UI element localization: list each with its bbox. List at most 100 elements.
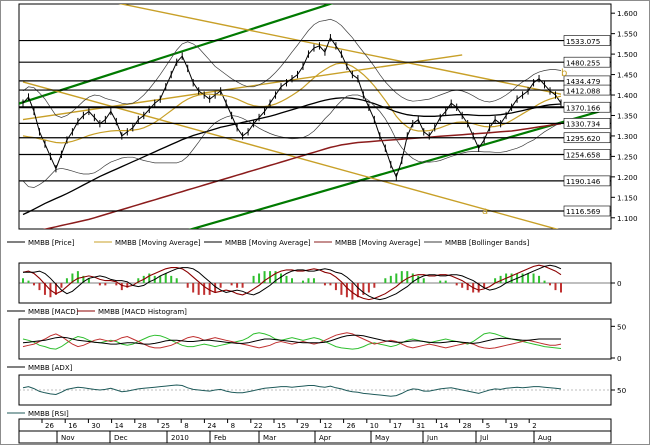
day-tick-label: 22 bbox=[254, 422, 263, 430]
level-label-box bbox=[563, 149, 611, 160]
level-label: 1116.569 bbox=[566, 207, 601, 216]
level-label-box bbox=[563, 205, 611, 217]
price-y-axis: 1.100 1.150 1.200 1.250 1.300 1.350 1.400 1.450… bbox=[611, 9, 638, 223]
rsi-y-label: 50 bbox=[617, 386, 627, 395]
y-tick-label: 1.450 bbox=[617, 71, 638, 80]
adx-y-label: 0 bbox=[617, 354, 622, 363]
channel-lines bbox=[19, 4, 600, 229]
y-tick-label: 1.400 bbox=[617, 91, 638, 100]
month-label: Feb bbox=[214, 434, 227, 442]
level-label: 1412.088 bbox=[566, 86, 601, 95]
day-tick-label: 28 bbox=[463, 422, 472, 430]
macd-plot: 0 bbox=[19, 264, 622, 301]
day-tick-label: 12 bbox=[323, 422, 332, 430]
month-label: Jun bbox=[426, 434, 438, 442]
day-tick-label: 8 bbox=[231, 422, 235, 430]
level-label-box bbox=[563, 132, 611, 144]
legend-bollinger: MMBB [Bollinger Bands] bbox=[445, 239, 529, 247]
green-channel-lower bbox=[188, 110, 600, 229]
legend-macd-histogram: MMBB [MACD Histogram] bbox=[98, 308, 187, 316]
macd-y-label: 0 bbox=[617, 279, 622, 288]
rsi-legend: MMBB [RSI] bbox=[7, 410, 69, 418]
macd-signal-line bbox=[23, 264, 562, 301]
annotation-a: a bbox=[482, 206, 488, 217]
level-label: 1370.166 bbox=[566, 103, 601, 112]
y-tick-label: 1.100 bbox=[617, 214, 638, 223]
price-panel[interactable] bbox=[18, 3, 612, 230]
day-tick-label: 25 bbox=[161, 422, 170, 430]
day-tick-label: 10 bbox=[370, 422, 379, 430]
day-tick-label: 19 bbox=[509, 422, 518, 430]
day-tick-label: 16 bbox=[68, 422, 77, 430]
day-tick-label: 31 bbox=[416, 422, 425, 430]
level-label: 1330.734 bbox=[566, 120, 601, 129]
y-tick-label: 1.600 bbox=[617, 9, 638, 18]
y-tick-label: 1.350 bbox=[617, 111, 638, 120]
level-label-box bbox=[563, 56, 611, 68]
adx-panel[interactable] bbox=[18, 318, 612, 360]
adx-line bbox=[22, 334, 561, 345]
y-tick-label: 1.250 bbox=[617, 152, 638, 161]
month-label: May bbox=[375, 434, 389, 442]
level-label: 1190.146 bbox=[566, 177, 601, 186]
ma-mid-line bbox=[22, 97, 562, 216]
legend-rsi: MMBB [RSI] bbox=[28, 410, 69, 418]
level-label: 1533.075 bbox=[566, 37, 600, 46]
y-tick-label: 1.500 bbox=[617, 50, 638, 59]
day-tick-label: 2 bbox=[532, 422, 536, 430]
month-label: Jul bbox=[479, 434, 489, 442]
time-axis-labels: 26 16 30 14 28 25 8 24 8 22 15 29 12 26 10 17 31 14 28 5 19 2… bbox=[41, 419, 552, 443]
bollinger-lower-line bbox=[22, 94, 562, 188]
month-label: Dec bbox=[114, 434, 128, 442]
legend-ma-mid: MMBB [Moving Average] bbox=[225, 239, 311, 247]
level-label-box bbox=[563, 118, 611, 129]
day-tick-label: 15 bbox=[277, 422, 286, 430]
level-label-box bbox=[563, 175, 611, 187]
legend-ma-fast: MMBB [Moving Average] bbox=[115, 239, 201, 247]
y-tick-label: 1.300 bbox=[617, 132, 638, 141]
day-tick-label: 8 bbox=[184, 422, 188, 430]
day-tick-label: 5 bbox=[486, 422, 490, 430]
legend-adx: MMBB [ADX] bbox=[28, 364, 73, 372]
adx-legend: MMBB [ADX] bbox=[7, 364, 73, 372]
macd-legend: MMBB [MACD] MMBB [MACD Histogram] bbox=[7, 308, 187, 316]
month-label: Aug bbox=[538, 434, 552, 442]
gold-channel-upper bbox=[118, 4, 562, 95]
bollinger-upper-line bbox=[22, 18, 562, 118]
month-label: Mar bbox=[263, 434, 276, 442]
gold-line-a bbox=[22, 54, 463, 121]
price-legend: MMBB [Price] MMBB [Moving Average] MMBB … bbox=[7, 239, 529, 247]
day-tick-label: 24 bbox=[207, 422, 216, 430]
month-label: 2010 bbox=[171, 434, 189, 442]
day-tick-label: 26 bbox=[347, 422, 356, 430]
month-label: Apr bbox=[319, 434, 331, 442]
level-label: 1295.620 bbox=[566, 134, 601, 143]
day-tick-label: 26 bbox=[45, 422, 54, 430]
month-label: Nov bbox=[61, 434, 75, 442]
level-label: 1434.479 bbox=[566, 77, 601, 86]
day-tick-label: 30 bbox=[91, 422, 100, 430]
level-label: 1254.658 bbox=[566, 151, 601, 160]
legend-price: MMBB [Price] bbox=[28, 239, 75, 247]
day-tick-label: 17 bbox=[393, 422, 402, 430]
level-label-box bbox=[563, 35, 611, 46]
day-tick-label: 28 bbox=[138, 422, 147, 430]
day-tick-label: 29 bbox=[300, 422, 309, 430]
ma-slow-line bbox=[42, 122, 562, 229]
y-tick-label: 1.150 bbox=[617, 193, 638, 202]
legend-macd: MMBB [MACD] bbox=[28, 308, 79, 316]
legend-ma-slow: MMBB [Moving Average] bbox=[335, 239, 421, 247]
annotation-b: b bbox=[561, 68, 567, 79]
level-label-box bbox=[563, 84, 611, 96]
macd-line bbox=[22, 264, 562, 301]
y-tick-label: 1.200 bbox=[617, 173, 638, 182]
level-label: 1480.255 bbox=[566, 58, 600, 67]
rsi-line bbox=[22, 384, 562, 397]
adx-y-label: 50 bbox=[617, 322, 627, 331]
day-tick-label: 14 bbox=[439, 422, 448, 430]
y-tick-label: 1.550 bbox=[617, 30, 638, 39]
adx-plot: 50 0 bbox=[22, 322, 627, 363]
